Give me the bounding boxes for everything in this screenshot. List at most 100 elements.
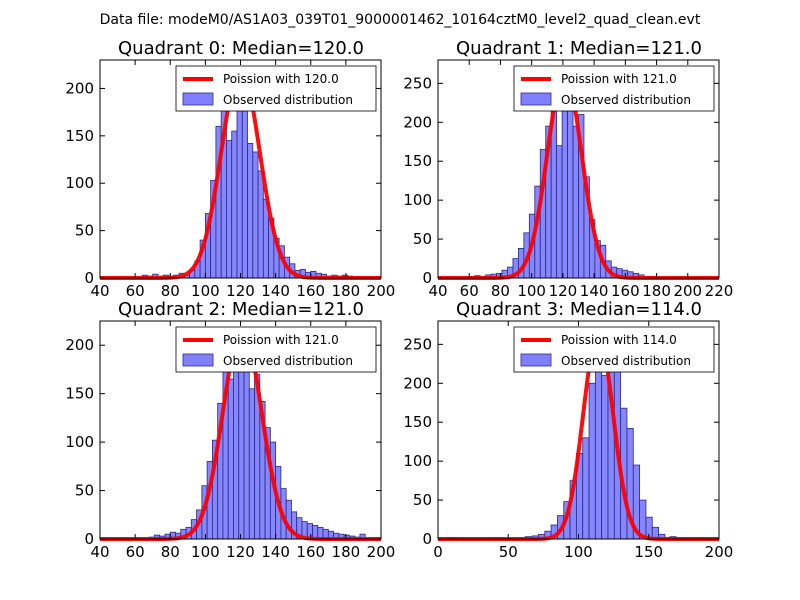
quadrant-3-plot: Quadrant 3: Median=114.0 0 50 100 150 200 0 50… [403, 299, 733, 561]
y-tick-label: 250 [403, 335, 432, 353]
y-tick-label: 150 [403, 152, 432, 170]
quadrant-1-title: Quadrant 1: Median=121.0 [456, 38, 702, 59]
legend-label-poisson: Poission with 120.0 [223, 72, 339, 86]
legend-patch-swatch [520, 92, 552, 106]
histogram-bar [231, 130, 238, 279]
legend-patch-swatch [520, 353, 552, 367]
y-tick-label: 200 [65, 336, 94, 354]
x-tick-label: 200 [673, 282, 702, 300]
x-tick-label: 120 [549, 282, 578, 300]
x-tick-label: 100 [191, 282, 220, 300]
histogram-bar [226, 140, 233, 279]
y-tick-label: 50 [413, 491, 432, 509]
y-tick-label: 50 [75, 222, 94, 240]
x-tick-label: 120 [226, 282, 255, 300]
histogram-bar [227, 378, 234, 540]
y-tick-label: 150 [403, 413, 432, 431]
x-tick-label: 80 [491, 282, 510, 300]
y-tick-label: 100 [403, 452, 432, 470]
y-tick-label: 0 [422, 269, 432, 287]
x-tick-label: 100 [517, 282, 546, 300]
y-tick-label: 150 [65, 385, 94, 403]
histogram-bar [572, 125, 579, 279]
figure-suptitle: Data file: modeM0/AS1A03_039T01_90000014… [100, 12, 701, 28]
x-tick-label: 140 [261, 543, 290, 561]
quadrant-2-plot: Quadrant 2: Median=121.0 40 60 80 100 120 140… [65, 299, 395, 561]
histogram-bar [233, 359, 240, 540]
x-tick-label: 40 [90, 543, 109, 561]
x-tick-label: 80 [161, 543, 180, 561]
x-tick-label: 100 [191, 543, 220, 561]
x-tick-label: 100 [564, 543, 593, 561]
y-tick-label: 250 [403, 74, 432, 92]
legend-label-poisson: Poission with 121.0 [223, 333, 339, 347]
x-tick-label: 40 [90, 282, 109, 300]
x-tick-label: 60 [126, 282, 145, 300]
histogram-bar [285, 499, 292, 540]
histogram-bar [257, 170, 264, 279]
histogram-bar [252, 151, 259, 279]
y-tick-label: 200 [403, 374, 432, 392]
legend-patch-swatch [182, 92, 214, 106]
x-tick-label: 220 [705, 282, 734, 300]
x-tick-label: 0 [433, 543, 443, 561]
legend-label-observed: Observed distribution [223, 93, 353, 107]
axes-frame [437, 59, 720, 279]
legend-label-observed: Observed distribution [561, 93, 691, 107]
quadrant-1-plot: Quadrant 1: Median=121.0 40 60 80 100 120 140… [403, 38, 733, 300]
x-tick-label: 60 [126, 543, 145, 561]
legend-patch-swatch [182, 353, 214, 367]
x-tick-label: 160 [296, 282, 325, 300]
legend-label-observed: Observed distribution [223, 354, 353, 368]
x-tick-label: 150 [634, 543, 663, 561]
histogram-bar [238, 342, 245, 540]
histogram-bar [247, 143, 254, 279]
quadrant-2-title: Quadrant 2: Median=121.0 [118, 299, 364, 320]
x-tick-label: 160 [296, 543, 325, 561]
y-tick-label: 150 [65, 127, 94, 145]
x-tick-label: 180 [332, 543, 361, 561]
x-tick-label: 140 [261, 282, 290, 300]
histogram-bar [601, 375, 609, 540]
legend-label-poisson: Poission with 121.0 [561, 72, 677, 86]
legend: Poission with 121.0 Observed distribution [513, 65, 715, 112]
x-tick-label: 180 [332, 282, 361, 300]
histogram-bar [556, 145, 563, 279]
legend-label-observed: Observed distribution [561, 354, 691, 368]
x-tick-label: 200 [705, 543, 734, 561]
quadrant-3-title: Quadrant 3: Median=114.0 [456, 299, 702, 320]
histogram-bar [243, 354, 250, 540]
x-tick-label: 60 [460, 282, 479, 300]
x-tick-label: 40 [428, 282, 447, 300]
histogram-bar [588, 382, 596, 540]
quadrant-0-plot: Quadrant 0: Median=120.0 40 60 80 100 120 140… [65, 38, 395, 300]
x-tick-label: 200 [367, 282, 396, 300]
y-tick-label: 100 [403, 191, 432, 209]
y-tick-label: 0 [84, 269, 94, 287]
y-tick-label: 200 [65, 79, 94, 97]
y-tick-label: 100 [65, 433, 94, 451]
y-tick-label: 50 [75, 482, 94, 500]
quadrant-0-title: Quadrant 0: Median=120.0 [118, 38, 364, 59]
x-tick-label: 120 [226, 543, 255, 561]
legend-label-poisson: Poission with 114.0 [561, 333, 677, 347]
histogram-bar [248, 388, 255, 540]
x-tick-label: 50 [499, 543, 518, 561]
x-tick-label: 160 [611, 282, 640, 300]
histogram-bar [594, 371, 603, 540]
y-tick-label: 50 [413, 230, 432, 248]
histogram-bar [567, 90, 574, 279]
histogram-bar [582, 437, 590, 540]
x-tick-label: 180 [642, 282, 671, 300]
legend: Poission with 120.0 Observed distribution [175, 65, 377, 112]
legend: Poission with 121.0 Observed distribution [175, 326, 377, 373]
y-tick-label: 200 [403, 113, 432, 131]
y-tick-label: 100 [65, 174, 94, 192]
x-tick-label: 200 [367, 543, 396, 561]
x-tick-label: 140 [580, 282, 609, 300]
legend: Poission with 114.0 Observed distribution [513, 326, 715, 373]
y-tick-label: 0 [84, 530, 94, 548]
y-tick-label: 0 [422, 530, 432, 548]
x-tick-label: 80 [161, 282, 180, 300]
